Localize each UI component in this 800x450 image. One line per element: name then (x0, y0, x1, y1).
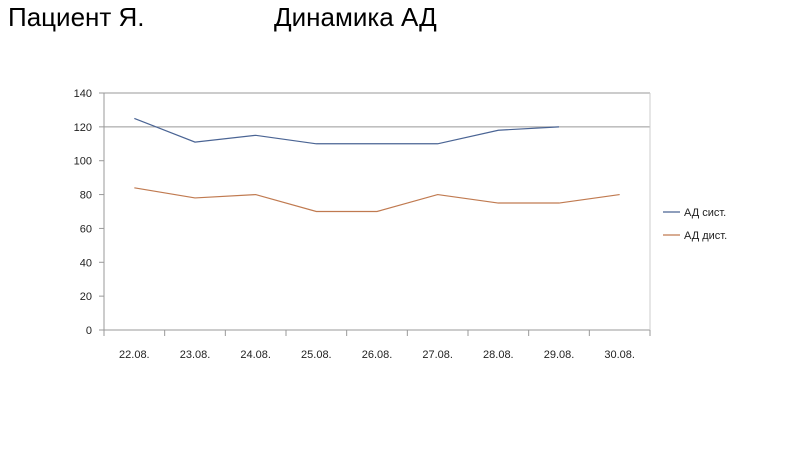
series-line (134, 117, 560, 145)
y-tick-label: 120 (74, 122, 92, 134)
x-tick-label: 22.08. (119, 349, 150, 361)
y-tick-label: 140 (74, 88, 92, 100)
y-tick-label: 40 (80, 257, 92, 269)
x-tick-label: 26.08. (362, 349, 393, 361)
x-tick-label: 24.08. (240, 349, 271, 361)
x-tick-label: 27.08. (422, 349, 453, 361)
x-tick-label: 28.08. (483, 349, 514, 361)
patient-title: Пациент Я. (8, 2, 145, 32)
y-tick-label: 80 (80, 190, 92, 202)
x-tick-label: 23.08. (180, 349, 211, 361)
legend-label: АД сист. (684, 207, 726, 219)
x-tick-label: 25.08. (301, 349, 332, 361)
x-tick-label: 29.08. (544, 349, 575, 361)
legend-label: АД дист. (684, 230, 727, 242)
y-tick-label: 0 (86, 325, 92, 337)
x-tick-label: 30.08. (604, 349, 635, 361)
y-tick-label: 20 (80, 291, 92, 303)
chart-heading: Динамика АД (274, 2, 437, 32)
y-tick-label: 60 (80, 223, 92, 235)
y-tick-label: 100 (74, 156, 92, 168)
series-line (134, 187, 620, 213)
